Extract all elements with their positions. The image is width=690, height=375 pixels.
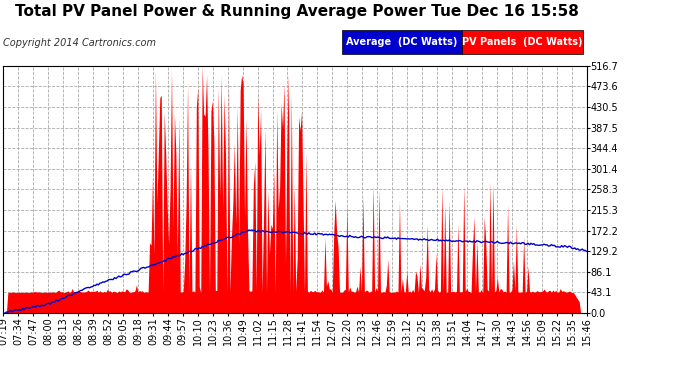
Text: Average  (DC Watts): Average (DC Watts) [346,37,457,47]
Text: PV Panels  (DC Watts): PV Panels (DC Watts) [462,37,583,47]
Text: Copyright 2014 Cartronics.com: Copyright 2014 Cartronics.com [3,38,157,48]
Text: Total PV Panel Power & Running Average Power Tue Dec 16 15:58: Total PV Panel Power & Running Average P… [14,4,579,19]
